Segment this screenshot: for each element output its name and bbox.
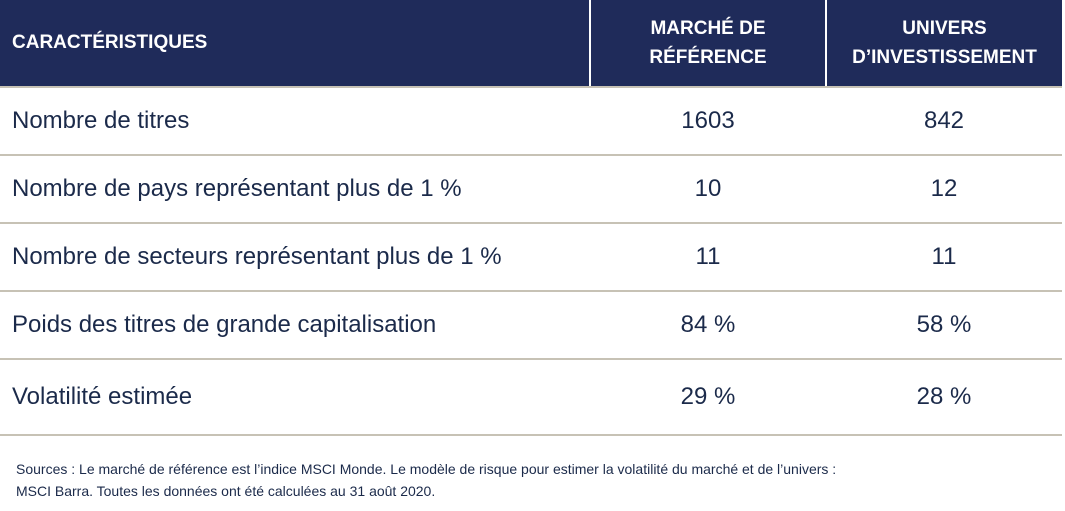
row-label: Nombre de pays représentant plus de 1 % [0,155,590,224]
row-reference-value: 1603 [590,87,826,156]
row-label: Poids des titres de grande capitalisatio… [0,291,590,360]
table-header-row: CARACTÉRISTIQUES MARCHÉ DE RÉFÉRENCE UNI… [0,0,1062,88]
table-row: Nombre de pays représentant plus de 1 % … [0,155,1062,224]
row-reference-value: 29 % [590,359,826,436]
row-universe-value: 11 [826,223,1062,292]
header-universe-line1: UNIVERS [902,18,987,39]
footnote-line-2: MSCI Barra. Toutes les données ont été c… [16,483,436,499]
footnote-line-1: Sources : Le marché de référence est l’i… [16,461,837,477]
header-investment-universe: UNIVERS D’INVESTISSEMENT [825,0,1062,88]
header-reference-line1: MARCHÉ DE [650,18,766,39]
row-label: Nombre de secteurs représentant plus de … [0,223,590,292]
row-reference-value: 10 [590,155,826,224]
header-characteristics: CARACTÉRISTIQUES [0,0,590,88]
row-label: Volatilité estimée [0,359,590,436]
table-row: Volatilité estimée 29 % 28 % [0,359,1062,436]
row-universe-value: 28 % [826,359,1062,436]
row-label: Nombre de titres [0,87,590,156]
characteristics-table: CARACTÉRISTIQUES MARCHÉ DE RÉFÉRENCE UNI… [0,0,1062,436]
table-row: Nombre de titres 1603 842 [0,87,1062,156]
header-reference-market: MARCHÉ DE RÉFÉRENCE [589,0,826,88]
characteristics-panel: CARACTÉRISTIQUES MARCHÉ DE RÉFÉRENCE UNI… [0,0,1062,502]
table-row: Poids des titres de grande capitalisatio… [0,291,1062,360]
header-universe-line2: D’INVESTISSEMENT [852,47,1037,68]
row-universe-value: 58 % [826,291,1062,360]
row-universe-value: 842 [826,87,1062,156]
sources-footnote: Sources : Le marché de référence est l’i… [0,458,1062,502]
header-reference-line2: RÉFÉRENCE [649,47,767,68]
row-reference-value: 84 % [590,291,826,360]
row-reference-value: 11 [590,223,826,292]
row-universe-value: 12 [826,155,1062,224]
table-row: Nombre de secteurs représentant plus de … [0,223,1062,292]
